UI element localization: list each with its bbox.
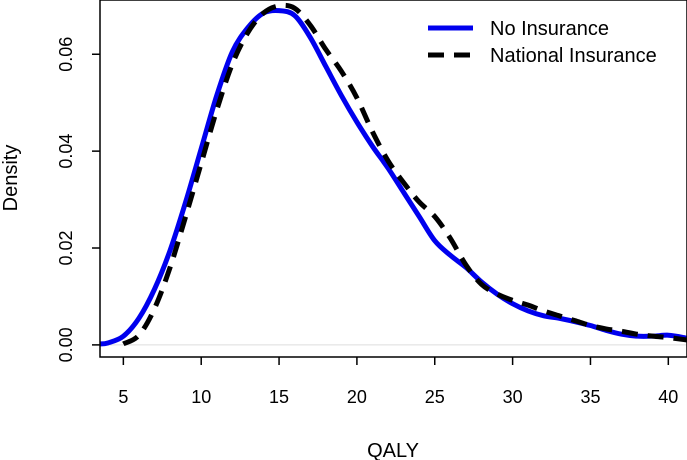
y-axis-title: Density [0, 145, 22, 212]
x-axis: 5 10 15 20 25 30 35 40 [118, 357, 678, 407]
x-tick-label: 10 [191, 387, 211, 407]
y-tick-label: 0.00 [56, 327, 76, 362]
x-axis-title: QALY [367, 440, 419, 460]
x-tick-label: 40 [658, 387, 678, 407]
y-tick-label: 0.02 [56, 230, 76, 265]
x-tick-label: 15 [269, 387, 289, 407]
x-tick-label: 25 [425, 387, 445, 407]
x-tick-label: 30 [503, 387, 523, 407]
y-axis: 0.00 0.02 0.04 0.06 [56, 37, 100, 362]
y-tick-label: 0.04 [56, 134, 76, 169]
legend-label-no-insurance: No Insurance [490, 18, 609, 40]
legend: No Insurance National Insurance [428, 18, 657, 67]
legend-label-national-insurance: National Insurance [490, 45, 657, 67]
x-tick-label: 5 [118, 387, 128, 407]
series-layer [99, 2, 687, 347]
x-tick-label: 20 [347, 387, 367, 407]
x-tick-label: 35 [580, 387, 600, 407]
series-line-national-insurance [122, 2, 687, 347]
plot-frame [99, 0, 687, 358]
y-tick-label: 0.06 [56, 37, 76, 72]
